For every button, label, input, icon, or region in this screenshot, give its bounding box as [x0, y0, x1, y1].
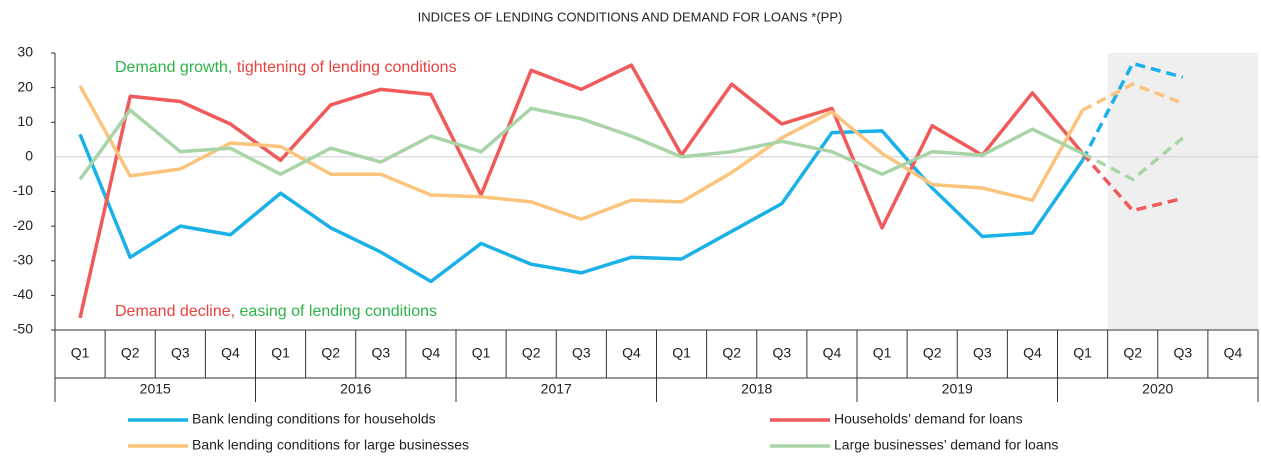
series-line: [78, 106, 1084, 181]
group-label: 2018: [741, 381, 772, 397]
x-tick-label: Q3: [371, 345, 390, 361]
x-tick-label: Q1: [271, 345, 290, 361]
y-tick-label: -20: [13, 217, 33, 233]
group-label: 2017: [541, 381, 572, 397]
y-tick-label: -50: [13, 321, 33, 337]
x-tick-label: Q2: [321, 345, 340, 361]
x-tick-label: Q1: [71, 345, 90, 361]
x-tick-label: Q2: [121, 345, 140, 361]
forecast-line: [1081, 61, 1184, 162]
series-line: [78, 85, 1085, 221]
x-tick-label: Q4: [622, 345, 641, 361]
y-tick-label: 20: [17, 78, 33, 94]
legend-label: Large businesses’ demand for loans: [834, 437, 1058, 453]
annotation-part: Demand growth,: [115, 59, 237, 76]
y-tick-label: -30: [13, 251, 33, 267]
forecast-shade: [1107, 53, 1258, 330]
y-tick-label: 30: [17, 44, 33, 60]
x-tick-label: Q3: [1173, 345, 1192, 361]
x-tick-label: Q4: [1224, 345, 1243, 361]
x-tick-label: Q3: [772, 345, 791, 361]
forecast-line: [1081, 82, 1184, 112]
x-tick-label: Q2: [722, 345, 741, 361]
x-tick-label: Q1: [472, 345, 491, 361]
annotation: Demand decline, easing of lending condit…: [115, 303, 437, 320]
legend-label: Bank lending conditions for households: [192, 411, 436, 427]
forecast-line: [1081, 152, 1184, 213]
x-tick-label: Q2: [923, 345, 942, 361]
x-tick-label: Q1: [672, 345, 691, 361]
group-label: 2016: [340, 381, 371, 397]
x-tick-label: Q1: [873, 345, 892, 361]
series-line: [78, 63, 1084, 319]
x-tick-label: Q3: [171, 345, 190, 361]
x-tick-label: Q2: [1123, 345, 1142, 361]
annotation-part: Demand decline,: [115, 303, 240, 320]
y-tick-label: 0: [25, 148, 33, 164]
group-label: 2019: [942, 381, 973, 397]
group-label: 2020: [1142, 381, 1173, 397]
annotation-part: tightening of lending conditions: [237, 59, 457, 76]
x-tick-label: Q3: [572, 345, 591, 361]
group-label: 2015: [140, 381, 171, 397]
legend-label: Households’ demand for loans: [834, 411, 1023, 427]
annotation: Demand growth, tightening of lending con…: [115, 59, 457, 76]
x-tick-label: Q2: [522, 345, 541, 361]
forecast-line: [1081, 136, 1184, 182]
chart-title: INDICES OF LENDING CONDITIONS AND DEMAND…: [418, 9, 843, 24]
x-tick-label: Q4: [1023, 345, 1042, 361]
y-tick-label: -10: [13, 182, 33, 198]
x-tick-label: Q4: [823, 345, 842, 361]
series-line: [78, 129, 1085, 284]
y-tick-label: 10: [17, 113, 33, 129]
x-tick-label: Q3: [973, 345, 992, 361]
y-tick-label: -40: [13, 286, 33, 302]
x-tick-label: Q4: [422, 345, 441, 361]
annotation-part: easing of lending conditions: [240, 303, 437, 320]
x-tick-label: Q1: [1073, 345, 1092, 361]
legend-label: Bank lending conditions for large busine…: [192, 437, 469, 453]
x-tick-label: Q4: [221, 345, 240, 361]
